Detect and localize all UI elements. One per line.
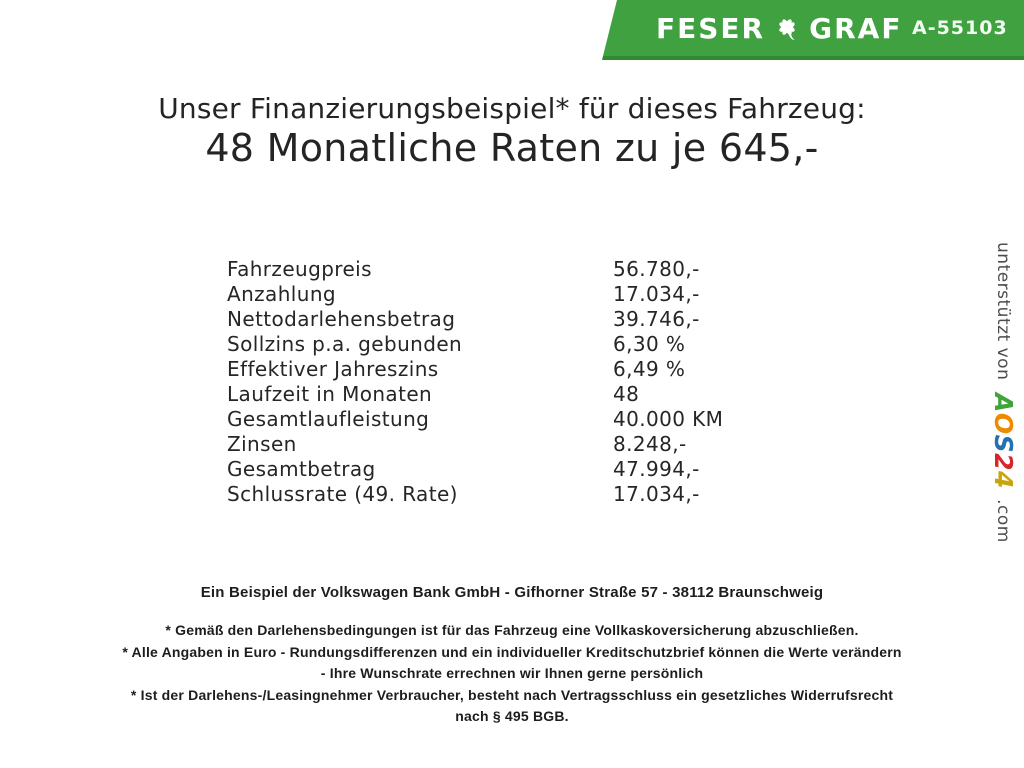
row-value: 56.780,- — [613, 257, 700, 281]
row-label: Zinsen — [227, 432, 297, 456]
headline: Unser Finanzierungsbeispiel* für dieses … — [0, 92, 1024, 170]
financing-example-title: Unser Finanzierungsbeispiel* für dieses … — [158, 92, 866, 125]
disclaimer-note: * Ist der Darlehens-/Leasingnehmer Verbr… — [0, 685, 1024, 726]
disclaimer-note: * Gemäß den Darlehensbedingungen ist für… — [0, 620, 1024, 640]
table-row: Sollzins p.a. gebunden 6,30 % — [227, 332, 723, 357]
table-row: Gesamtbetrag 47.994,- — [227, 457, 723, 482]
aos24-credit: unterstützt von AOS24 .com — [989, 242, 1018, 543]
vehicle-ref-code: A-55103 — [912, 17, 1008, 39]
aos24-letter: S — [989, 434, 1018, 454]
disclaimer-line: nach § 495 BGB. — [455, 707, 569, 724]
row-value: 6,49 % — [613, 357, 686, 381]
row-label: Fahrzeugpreis — [227, 257, 372, 281]
disclaimer-line: * Ist der Darlehens-/Leasingnehmer Verbr… — [130, 687, 894, 704]
row-value: 48 — [613, 382, 640, 406]
aos24-letter: 2 — [989, 453, 1018, 472]
table-row: Fahrzeugpreis 56.780,- — [227, 257, 723, 282]
row-value: 39.746,- — [613, 307, 700, 331]
table-row: Zinsen 8.248,- — [227, 432, 723, 457]
row-value: 40.000 KM — [613, 407, 724, 431]
disclaimer-line: * Alle Angaben in Euro - Rundungsdiffere… — [122, 644, 902, 661]
disclaimer-line: * Gemäß den Darlehensbedingungen ist für… — [165, 622, 859, 638]
aos24-letter: O — [989, 413, 1018, 435]
table-row: Schlussrate (49. Rate) 17.034,- — [227, 482, 723, 507]
row-value: 8.248,- — [613, 432, 687, 456]
disclaimer-line: - Ihre Wunschrate errechnen wir Ihnen ge… — [320, 664, 704, 681]
feser-graf-logo: FESER — [656, 0, 902, 56]
aos24-logo: AOS24 — [989, 393, 1018, 489]
disclaimer-note: * Alle Angaben in Euro - Rundungsdiffere… — [0, 642, 1024, 683]
row-label: Schlussrate (49. Rate) — [227, 482, 458, 506]
credit-prefix: unterstützt von — [993, 242, 1013, 381]
clover-icon — [772, 13, 802, 43]
row-label: Gesamtbetrag — [227, 457, 376, 481]
banner-background: FESER — [602, 0, 1024, 60]
table-row: Laufzeit in Monaten 48 — [227, 382, 723, 407]
aos24-letter: A — [989, 393, 1018, 414]
brand-banner: FESER — [0, 0, 1024, 60]
row-label: Laufzeit in Monaten — [227, 382, 433, 406]
disclaimer-notes: * Gemäß den Darlehensbedingungen ist für… — [0, 620, 1024, 728]
aos24-letter: 4 — [989, 471, 1018, 490]
brand-word-feser: FESER — [656, 11, 766, 45]
table-row: Anzahlung 17.034,- — [227, 282, 723, 307]
credit-suffix: .com — [993, 499, 1013, 543]
table-row: Nettodarlehensbetrag 39.746,- — [227, 307, 723, 332]
bank-example-line: Ein Beispiel der Volkswagen Bank GmbH - … — [200, 584, 824, 601]
row-label: Anzahlung — [227, 282, 336, 306]
financing-table: Fahrzeugpreis 56.780,- Anzahlung 17.034,… — [227, 257, 723, 507]
row-label: Effektiver Jahreszins — [227, 357, 439, 381]
row-value: 17.034,- — [613, 282, 700, 306]
row-value: 6,30 % — [613, 332, 686, 356]
row-label: Sollzins p.a. gebunden — [227, 332, 463, 356]
monthly-rate-headline: 48 Monatliche Raten zu je 645,- — [205, 126, 819, 170]
table-row: Gesamtlaufleistung 40.000 KM — [227, 407, 723, 432]
banner-bottom-edge — [602, 56, 1024, 60]
brand-word-graf: GRAF — [809, 11, 903, 45]
table-row: Effektiver Jahreszins 6,49 % — [227, 357, 723, 382]
row-value: 17.034,- — [613, 482, 700, 506]
row-value: 47.994,- — [613, 457, 700, 481]
row-label: Gesamtlaufleistung — [227, 407, 430, 431]
row-label: Nettodarlehensbetrag — [227, 307, 456, 331]
